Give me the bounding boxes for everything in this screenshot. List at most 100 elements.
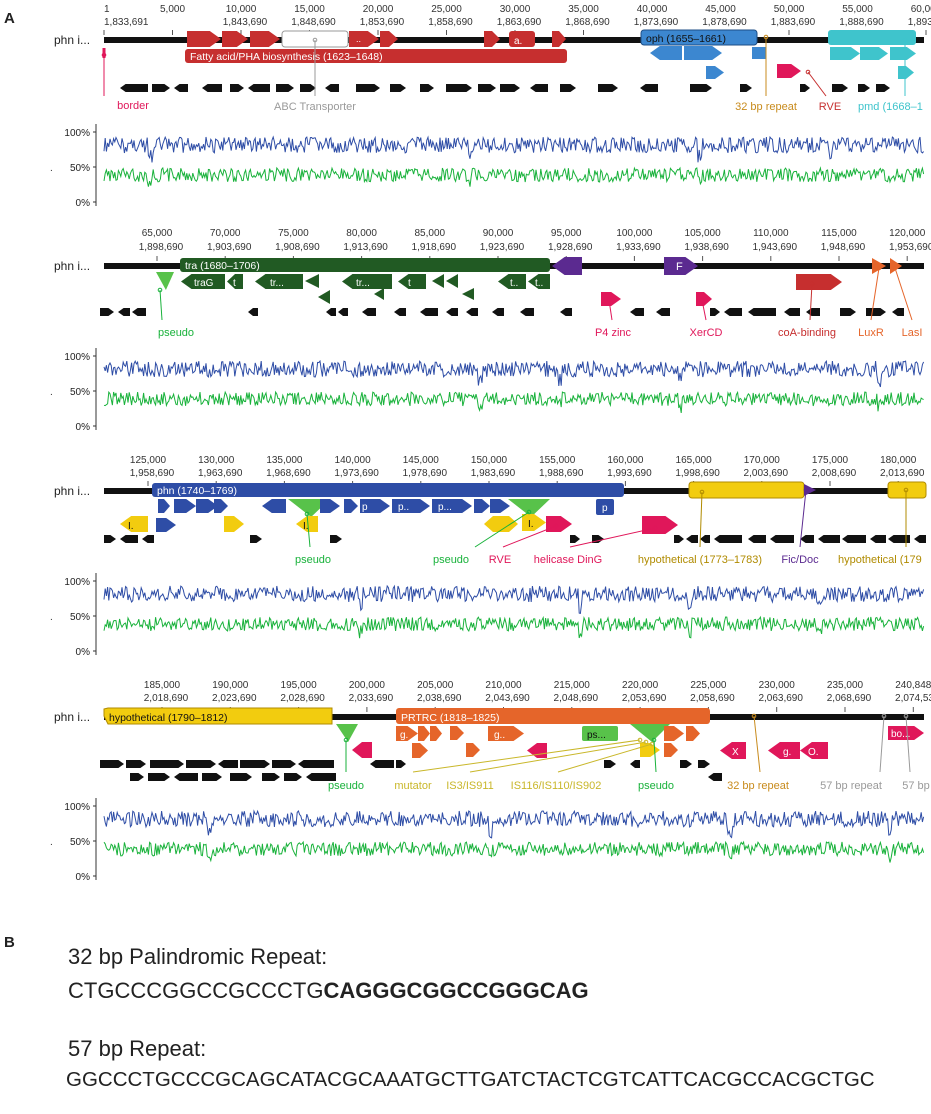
tick-label-bottom: 1,913,690: [343, 242, 388, 253]
gene-arrow: [352, 742, 372, 758]
track-name: phn i...: [54, 259, 90, 273]
small-gene-arrow: [218, 760, 238, 768]
small-gene-arrow: [570, 535, 580, 543]
callout-label: P4 zinc: [595, 327, 632, 339]
gene-label: t..: [510, 278, 518, 289]
tick-label-top: 135,000: [266, 455, 303, 466]
small-gene-arrow: [708, 773, 722, 781]
repeat32-plain: CTGCCCGGCCGCCCTG: [68, 978, 324, 1003]
small-gene-arrow: [724, 308, 742, 316]
callout-line: [502, 525, 557, 548]
region-label: ..: [356, 34, 361, 44]
small-gene-arrow: [284, 773, 302, 781]
tick-label-bottom: 2,074,538: [895, 693, 931, 704]
tick-label-bottom: 1,953,690: [889, 242, 931, 253]
tick-label-bottom: 1,893,690: [908, 17, 931, 28]
small-gene-arrow: [298, 760, 334, 768]
small-gene-arrow: [174, 773, 198, 781]
gene-arrow: [214, 499, 228, 513]
small-gene-arrow: [325, 84, 339, 92]
tick-label-top: 30,000: [500, 4, 531, 15]
region-label: Fatty acid/PHA biosynthesis (1623–1648): [190, 51, 383, 63]
gene-arrow: [342, 274, 392, 289]
callout-line: [469, 741, 647, 773]
gene-label: I.: [528, 519, 534, 530]
tick-label-bottom: 2,058,690: [690, 693, 735, 704]
tick-label-top: 205,000: [417, 680, 454, 691]
track-name: phn i...: [54, 33, 90, 47]
gene-arrow: [706, 66, 724, 79]
tick-label-top: 95,000: [551, 228, 582, 239]
small-gene-arrow: [888, 535, 910, 543]
gene-arrow: [474, 499, 490, 513]
small-gene-arrow: [100, 308, 114, 316]
phn-region: [152, 483, 624, 497]
tick-label-top: 65,000: [142, 228, 173, 239]
callout-label: mutator: [394, 780, 432, 792]
tick-label-bottom: 1,908,690: [275, 242, 320, 253]
small-gene-arrow: [806, 308, 820, 316]
gene-arrow: [484, 31, 500, 47]
tick-label-top: 75,000: [278, 228, 309, 239]
gene-arrow: [187, 31, 221, 47]
small-gene-arrow: [784, 308, 800, 316]
fatty-acid-region: [185, 49, 567, 63]
small-gene-arrow: [396, 760, 406, 768]
gene-label: p...: [438, 502, 452, 513]
tick-label-top: 220,000: [622, 680, 659, 691]
callout-dot: [699, 489, 705, 495]
tick-label-top: 125,000: [130, 455, 167, 466]
callout-dot: [606, 297, 612, 303]
gene-arrow: [227, 274, 243, 289]
tick-label-top: 25,000: [431, 4, 462, 15]
callout-label: RVE: [819, 101, 841, 113]
tick-label-bottom: 1,973,690: [334, 468, 379, 479]
tick-label-bottom: 1,903,690: [207, 242, 252, 253]
small-gene-arrow: [466, 308, 478, 316]
small-gene-arrow: [892, 308, 904, 316]
small-gene-arrow: [842, 535, 866, 543]
gene-arrow: [296, 516, 318, 532]
gene-arrow: [800, 742, 828, 759]
small-gene-arrow: [598, 84, 618, 92]
small-gene-arrow: [202, 84, 222, 92]
callout-line: [799, 489, 807, 548]
tick-label-bottom: 2,048,690: [554, 693, 599, 704]
small-gene-arrow: [876, 84, 890, 92]
tick-label-top: 100,000: [616, 228, 653, 239]
tick-label-top: 40,000: [637, 4, 668, 15]
callout-label: coA-binding: [778, 327, 836, 339]
small-gene-arrow: [818, 535, 840, 543]
tick-label-bottom: 1,898,690: [139, 242, 184, 253]
gc-axis-label: 100%: [64, 352, 90, 363]
small-gene-arrow: [740, 84, 752, 92]
callout-line: [905, 715, 911, 773]
tick-label-bottom: 1,968,690: [266, 468, 311, 479]
gene-arrow: [466, 743, 480, 757]
panel-a-label: A: [4, 10, 15, 27]
small-gene-arrow: [630, 308, 644, 316]
callout-dot: [312, 37, 318, 43]
small-gene-arrow: [914, 535, 926, 543]
gene-arrow: [888, 726, 924, 740]
callout-dot: [343, 737, 349, 743]
callout-line: [653, 739, 657, 773]
tick-label-top: 200,000: [349, 680, 386, 691]
gc-axis-label: 100%: [64, 802, 90, 813]
small-gene-arrow: [230, 84, 244, 92]
tick-label-top: 60,000: [911, 4, 931, 15]
small-gene-arrow: [330, 535, 342, 543]
tick-label-top: 230,000: [759, 680, 796, 691]
tick-label-bottom: 2,063,690: [758, 693, 803, 704]
gene-label: traG: [194, 278, 214, 289]
callout-label: XerCD: [689, 327, 722, 339]
tick-label-top: 155,000: [539, 455, 576, 466]
small-gene-arrow: [604, 760, 616, 768]
pseudo-gene: [288, 499, 330, 517]
small-gene-arrow: [186, 760, 216, 768]
gene-label: I.: [303, 521, 309, 532]
track-name: phn i...: [54, 484, 90, 498]
gene-box: [582, 726, 618, 741]
gene-arrow: [156, 518, 176, 532]
gc-axis-label: 0%: [76, 647, 91, 658]
